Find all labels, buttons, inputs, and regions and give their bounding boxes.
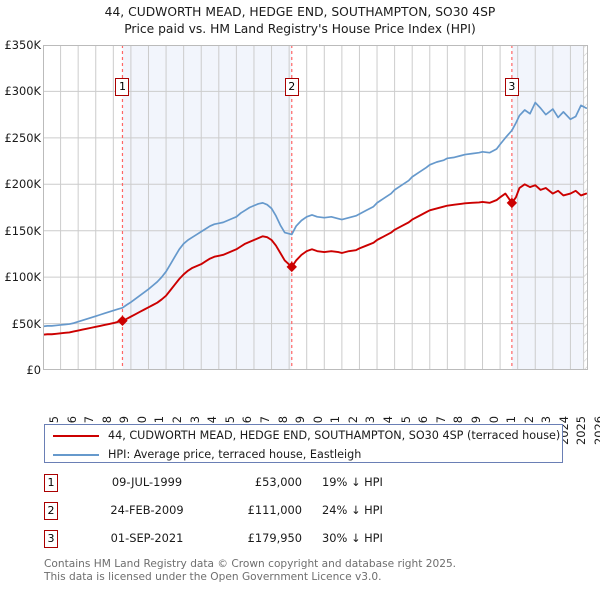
transaction-hpi-delta: 30% ↓ HPI (322, 531, 383, 545)
plot-event-marker-1[interactable]: 1 (115, 78, 130, 96)
table-row[interactable]: 3 01-SEP-2021 £179,950 30% ↓ HPI (44, 528, 464, 556)
y-axis-tick-label: £150K (4, 223, 41, 238)
transaction-date: 01-SEP-2021 (110, 531, 184, 545)
legend-entry: HPI: Average price, terraced house, East… (45, 445, 361, 464)
x-axis-tick-label: 2026 (592, 416, 600, 445)
x-axis-tick-label: 2025 (574, 416, 589, 445)
transaction-price: £111,000 (247, 503, 302, 517)
page-title: 44, CUDWORTH MEAD, HEDGE END, SOUTHAMPTO… (0, 4, 600, 38)
line-swatch-icon (53, 453, 99, 456)
y-axis-tick-label: £100K (4, 270, 41, 285)
transaction-date: 24-FEB-2009 (110, 503, 184, 517)
legend-entry-label: HPI: Average price, terraced house, East… (108, 448, 362, 461)
shaded-bands (122, 45, 588, 370)
y-axis-tick-label: £300K (4, 84, 41, 99)
y-axis-labels: £0 £50K £100K £150K £200K £250K £300K £350K (0, 38, 41, 377)
chart-legend: 44, CUDWORTH MEAD, HEDGE END, SOUTHAMPTO… (44, 424, 563, 463)
footer-line-licence: This data is licensed under the Open Gov… (44, 570, 382, 583)
grid-lines (43, 45, 588, 370)
transaction-index-badge[interactable]: 3 (44, 530, 58, 548)
transaction-hpi-delta: 19% ↓ HPI (322, 475, 383, 489)
transaction-index-badge[interactable]: 2 (44, 502, 58, 520)
plot-border (43, 45, 588, 370)
chart-plot-area: 1 2 3 (43, 45, 588, 370)
plot-event-marker-2[interactable]: 2 (284, 78, 299, 96)
line-swatch-icon (53, 434, 99, 437)
transaction-price: £179,950 (247, 531, 302, 545)
footer-line-copyright: Contains HM Land Registry data © Crown c… (44, 558, 457, 570)
x-axis-labels: 1995199619971998199920002001200220032004… (43, 372, 600, 445)
price-history-line-chart (43, 45, 588, 370)
legend-entry-label: 44, CUDWORTH MEAD, HEDGE END, SOUTHAMPTO… (108, 429, 561, 442)
transaction-price: £53,000 (254, 475, 302, 489)
plot-event-marker-3[interactable]: 3 (504, 78, 519, 96)
transaction-date: 09-JUL-1999 (111, 475, 183, 489)
title-line-subtitle: Price paid vs. HM Land Registry's House … (124, 22, 476, 36)
hatched-future-band (583, 45, 588, 370)
y-axis-tick-label: £0 (26, 363, 42, 377)
y-axis-tick-label: £50K (11, 316, 41, 331)
y-axis-tick-label: £250K (4, 130, 41, 145)
table-row[interactable]: 2 24-FEB-2009 £111,000 24% ↓ HPI (44, 500, 464, 528)
transaction-hpi-delta: 24% ↓ HPI (322, 503, 383, 517)
y-axis-tick-label: £350K (4, 38, 41, 52)
legend-entry: 44, CUDWORTH MEAD, HEDGE END, SOUTHAMPTO… (45, 426, 560, 445)
transaction-index-badge[interactable]: 1 (44, 474, 58, 492)
transactions-table: 1 09-JUL-1999 £53,000 19% ↓ HPI 2 24-FEB-2009… (44, 472, 464, 556)
y-axis-tick-label: £200K (4, 177, 41, 192)
table-row[interactable]: 1 09-JUL-1999 £53,000 19% ↓ HPI (44, 472, 464, 500)
event-point-markers (117, 197, 518, 326)
footer-attribution: Contains HM Land Registry data © Crown c… (44, 558, 584, 583)
title-line-address: 44, CUDWORTH MEAD, HEDGE END, SOUTHAMPTO… (104, 5, 496, 19)
